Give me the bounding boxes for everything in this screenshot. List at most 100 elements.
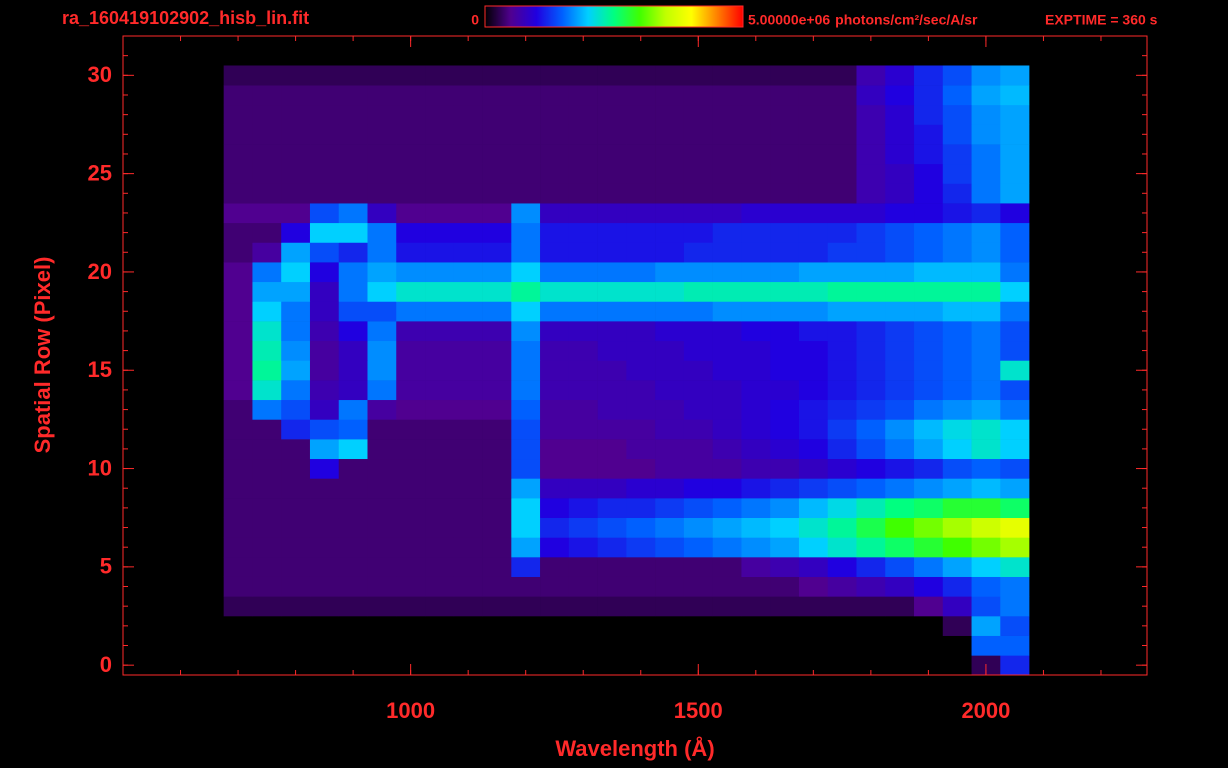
cell (856, 281, 886, 302)
cell (885, 104, 915, 125)
cell (971, 222, 1001, 243)
cell (367, 517, 397, 538)
cell (396, 183, 426, 204)
cell (770, 321, 800, 342)
cell (252, 242, 282, 263)
cell (338, 478, 368, 499)
cell (597, 537, 627, 558)
cell (511, 340, 541, 361)
cell (942, 419, 972, 440)
cell (683, 635, 713, 656)
cell (856, 163, 886, 184)
cell (942, 478, 972, 499)
cell (741, 144, 771, 165)
cell (856, 183, 886, 204)
cell (597, 498, 627, 519)
cell (971, 203, 1001, 224)
cell (655, 144, 685, 165)
cell (914, 85, 944, 106)
cell (597, 399, 627, 420)
cell (971, 281, 1001, 302)
cell (338, 242, 368, 263)
cell (770, 498, 800, 519)
cell (885, 222, 915, 243)
cell (425, 478, 455, 499)
cell (453, 183, 483, 204)
cell (396, 557, 426, 577)
cell (367, 616, 397, 636)
cell (309, 399, 340, 420)
cell (252, 203, 282, 224)
cell (712, 360, 742, 381)
cell (396, 360, 426, 381)
cell (655, 557, 685, 577)
cell (655, 478, 685, 499)
cell (856, 301, 886, 322)
cell (798, 301, 829, 322)
cell (252, 517, 282, 538)
cell (540, 596, 570, 617)
cell (338, 340, 368, 361)
cell (655, 498, 685, 519)
cell (425, 242, 455, 263)
cell (396, 281, 426, 302)
cell (482, 144, 512, 165)
cell (770, 576, 800, 597)
cell (281, 301, 311, 322)
cell (453, 576, 483, 597)
cell (770, 439, 800, 460)
cell (1000, 419, 1030, 440)
cell (856, 360, 886, 381)
cell (798, 262, 829, 283)
cell (798, 124, 829, 145)
cell (568, 517, 598, 538)
cell (252, 222, 282, 243)
cell (367, 557, 397, 577)
cell (396, 419, 426, 440)
cell (568, 281, 598, 302)
cell (712, 242, 742, 263)
cell (281, 498, 311, 519)
cell (655, 576, 685, 597)
cell (971, 635, 1001, 656)
cell (511, 537, 541, 558)
cell (712, 557, 742, 577)
cell (1000, 517, 1030, 538)
cell (741, 242, 771, 263)
cell (741, 104, 771, 125)
cell (770, 144, 800, 165)
cell (1000, 537, 1030, 558)
cell (568, 85, 598, 106)
cell (425, 222, 455, 243)
cell (626, 183, 656, 204)
cell (338, 635, 368, 656)
cell (626, 203, 656, 224)
image (223, 65, 1030, 676)
cell (971, 321, 1001, 342)
cell (396, 439, 426, 460)
cell (511, 65, 541, 86)
cell (712, 498, 742, 519)
cell (683, 124, 713, 145)
cell (540, 517, 570, 538)
cell (712, 144, 742, 165)
cell (338, 85, 368, 106)
cell (453, 262, 483, 283)
cell (885, 399, 915, 420)
cell (281, 321, 311, 342)
cell (281, 104, 311, 125)
cell (770, 616, 800, 636)
cell (309, 439, 340, 460)
cell (741, 419, 771, 440)
cell (827, 458, 857, 479)
cell (482, 262, 512, 283)
cell (655, 655, 685, 676)
cell (942, 242, 972, 263)
cell (367, 655, 397, 676)
cell (309, 635, 340, 656)
cell (914, 478, 944, 499)
cell (511, 281, 541, 302)
colorbar (484, 5, 744, 28)
cell (338, 419, 368, 440)
cell (741, 262, 771, 283)
